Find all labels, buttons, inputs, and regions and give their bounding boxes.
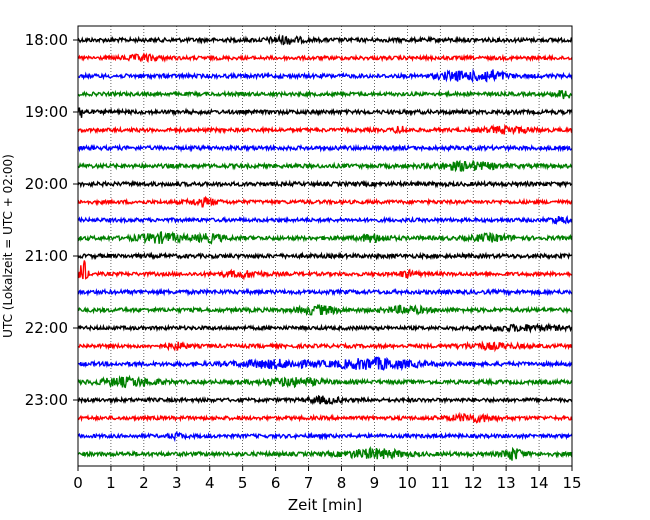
trace-2230 xyxy=(77,356,573,372)
grid-layer xyxy=(110,26,540,466)
y-tick-label: 23:00 xyxy=(25,391,68,409)
trace-2015 xyxy=(77,195,573,208)
x-tick-label: 8 xyxy=(337,474,347,492)
trace-2200 xyxy=(77,322,573,334)
y-tick-label: 22:00 xyxy=(25,319,68,337)
trace-1945 xyxy=(77,159,573,173)
y-tick-label: 18:00 xyxy=(25,31,68,49)
trace-2030 xyxy=(77,214,573,226)
x-tick-label: 6 xyxy=(271,474,281,492)
x-tick-label: 10 xyxy=(398,474,417,492)
x-tick-label: 15 xyxy=(562,474,581,492)
trace-2115 xyxy=(77,260,573,281)
y-tick-label: 20:00 xyxy=(25,175,68,193)
trace-1845 xyxy=(77,89,573,100)
trace-2315 xyxy=(77,411,573,424)
x-tick-label: 11 xyxy=(431,474,450,492)
trace-1830 xyxy=(77,68,573,84)
trace-2130 xyxy=(77,287,573,297)
x-tick-label: 5 xyxy=(238,474,248,492)
x-tick-label: 12 xyxy=(464,474,483,492)
x-tick-label: 0 xyxy=(73,474,83,492)
x-tick-label: 1 xyxy=(106,474,116,492)
x-tick-label: 3 xyxy=(172,474,182,492)
x-tick-label: 2 xyxy=(139,474,149,492)
trace-1930 xyxy=(77,143,573,153)
trace-1815 xyxy=(77,52,573,63)
y-tick-label: 21:00 xyxy=(25,247,68,265)
trace-2300 xyxy=(77,394,573,406)
x-tick-label: 13 xyxy=(497,474,516,492)
trace-2045 xyxy=(77,230,573,245)
axis-layer: 0 1 2 3 4 5 6 7 8 9 10 11 12 13 14 1518:0019:0020:0021:… xyxy=(25,31,582,492)
trace-2330 xyxy=(77,431,573,443)
x-axis-label: Zeit [min] xyxy=(288,496,362,514)
x-tick-label: 4 xyxy=(205,474,215,492)
trace-2245 xyxy=(77,374,573,389)
trace-layer xyxy=(77,33,573,461)
trace-2145 xyxy=(77,303,573,316)
x-tick-label: 7 xyxy=(304,474,314,492)
y-tick-label: 19:00 xyxy=(25,103,68,121)
x-tick-label: 14 xyxy=(530,474,549,492)
trace-1915 xyxy=(77,123,573,136)
trace-2100 xyxy=(77,251,573,261)
plot-frame xyxy=(77,25,573,467)
x-tick-label: 9 xyxy=(370,474,380,492)
y-axis-label: UTC (Lokalzeit = UTC + 02:00) xyxy=(1,154,15,338)
trace-1900 xyxy=(77,107,573,118)
trace-2215 xyxy=(77,340,573,353)
trace-2345 xyxy=(77,445,573,461)
trace-2000 xyxy=(77,179,573,189)
trace-1800 xyxy=(77,33,573,46)
